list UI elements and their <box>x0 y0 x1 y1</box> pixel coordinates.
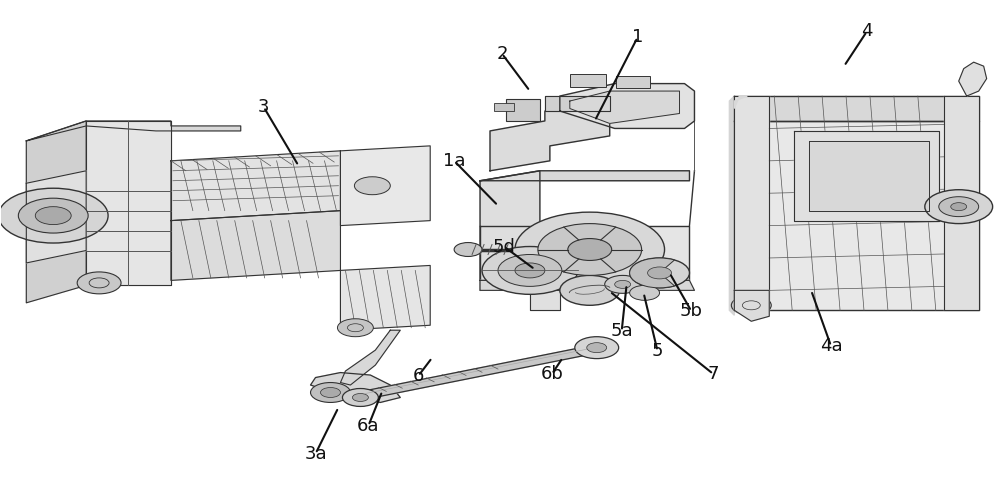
Polygon shape <box>86 121 171 286</box>
Polygon shape <box>545 96 610 111</box>
Text: 5d: 5d <box>493 237 515 256</box>
Circle shape <box>515 212 665 287</box>
Polygon shape <box>734 96 979 121</box>
Circle shape <box>731 296 771 315</box>
Circle shape <box>630 286 660 300</box>
Circle shape <box>18 198 88 233</box>
FancyBboxPatch shape <box>570 74 606 87</box>
Polygon shape <box>560 84 694 128</box>
FancyBboxPatch shape <box>494 103 514 112</box>
Wedge shape <box>630 258 675 288</box>
Polygon shape <box>340 146 430 225</box>
Polygon shape <box>171 210 340 281</box>
Circle shape <box>454 242 482 257</box>
Text: 7: 7 <box>708 365 719 383</box>
Polygon shape <box>480 171 689 181</box>
Circle shape <box>630 258 689 288</box>
Polygon shape <box>362 347 593 399</box>
Polygon shape <box>734 291 769 321</box>
Polygon shape <box>340 266 430 330</box>
Circle shape <box>320 387 340 397</box>
Polygon shape <box>944 96 979 310</box>
Polygon shape <box>480 281 694 291</box>
Circle shape <box>0 188 108 243</box>
Polygon shape <box>26 121 86 303</box>
Circle shape <box>568 238 612 261</box>
Polygon shape <box>311 373 400 402</box>
Polygon shape <box>959 62 987 96</box>
FancyBboxPatch shape <box>506 99 540 121</box>
Circle shape <box>77 272 121 294</box>
Circle shape <box>605 276 641 294</box>
Circle shape <box>939 197 979 216</box>
Circle shape <box>648 267 672 279</box>
Circle shape <box>35 206 71 224</box>
Circle shape <box>925 190 993 223</box>
Polygon shape <box>480 225 689 281</box>
FancyBboxPatch shape <box>616 76 650 88</box>
Circle shape <box>337 319 373 337</box>
Circle shape <box>615 281 631 289</box>
Text: 4: 4 <box>861 22 873 40</box>
Text: 1a: 1a <box>443 152 465 170</box>
Text: 5a: 5a <box>610 322 633 340</box>
Text: 5b: 5b <box>680 302 703 320</box>
Polygon shape <box>570 91 680 123</box>
Polygon shape <box>340 330 400 385</box>
Polygon shape <box>171 151 340 220</box>
Polygon shape <box>734 96 769 310</box>
Text: 6b: 6b <box>540 365 563 383</box>
Text: 3a: 3a <box>304 445 327 463</box>
Text: 5: 5 <box>652 342 663 360</box>
Polygon shape <box>26 121 241 141</box>
Polygon shape <box>490 111 610 171</box>
Circle shape <box>482 246 578 295</box>
Text: 1: 1 <box>632 28 643 46</box>
Polygon shape <box>26 171 86 263</box>
Circle shape <box>560 276 620 305</box>
Circle shape <box>354 177 390 195</box>
Polygon shape <box>794 131 939 220</box>
Circle shape <box>575 337 619 359</box>
Polygon shape <box>480 171 540 291</box>
Polygon shape <box>734 96 747 109</box>
Circle shape <box>951 203 967 210</box>
Circle shape <box>538 223 642 276</box>
Text: 3: 3 <box>258 98 269 116</box>
Circle shape <box>352 393 368 401</box>
Text: 4a: 4a <box>820 337 842 355</box>
Text: 6: 6 <box>413 367 424 385</box>
Circle shape <box>587 343 607 353</box>
Polygon shape <box>734 121 979 310</box>
Circle shape <box>515 263 545 278</box>
Circle shape <box>342 388 378 406</box>
Circle shape <box>498 255 562 287</box>
Polygon shape <box>809 141 929 210</box>
Circle shape <box>311 383 350 402</box>
Polygon shape <box>729 96 734 315</box>
Text: 2: 2 <box>496 45 508 63</box>
Polygon shape <box>530 281 560 310</box>
Text: 6a: 6a <box>357 417 380 435</box>
